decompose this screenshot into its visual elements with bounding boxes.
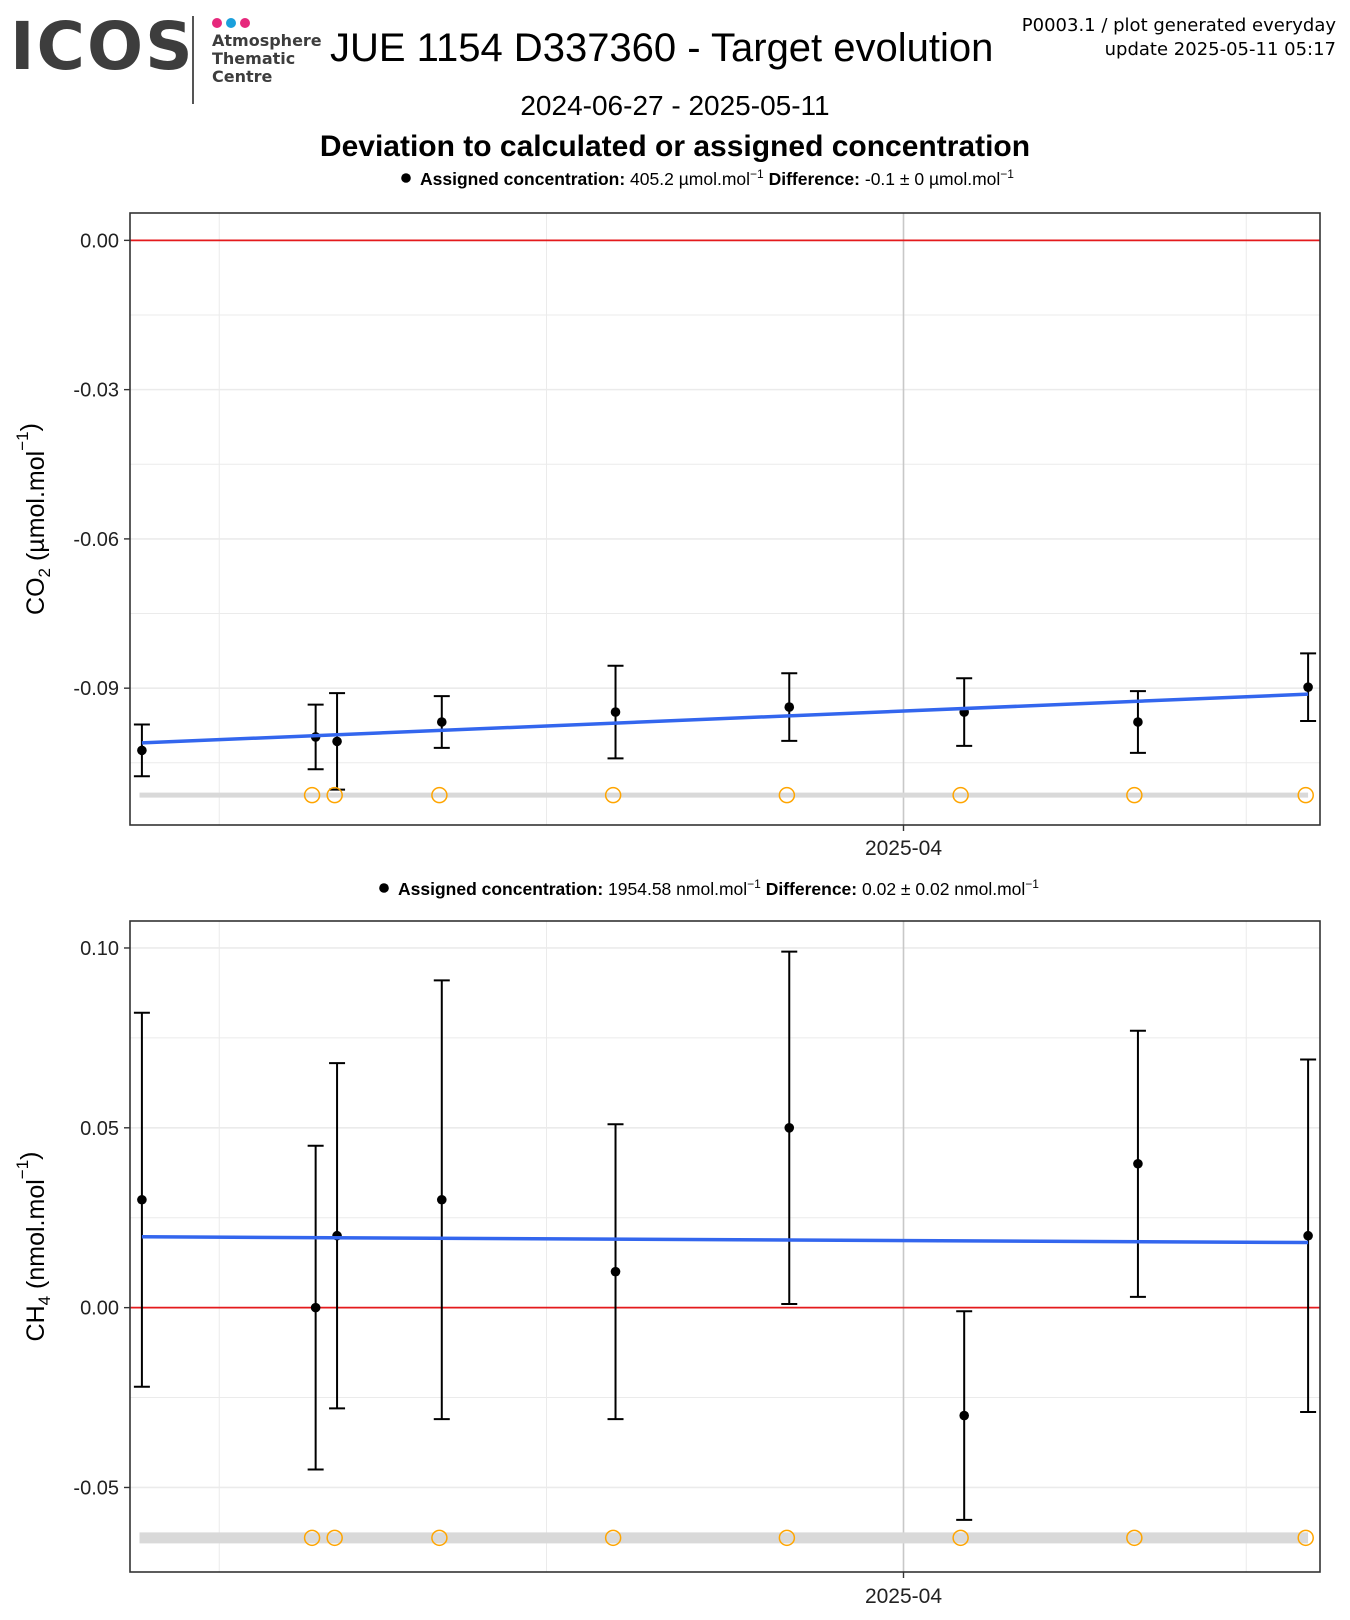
legend-text-part: -0.1 ± 0 µmol.mol: [860, 169, 1000, 189]
y-axis-label-part: (nmol.mol: [22, 1179, 50, 1296]
legend-text-part: 1954.58 nmol.mol: [603, 879, 747, 899]
y-tick-label: 0.05: [80, 1118, 119, 1140]
open-circle-marker: [431, 1529, 448, 1547]
data-point: [332, 736, 342, 747]
data-point: [1133, 717, 1143, 727]
data-point: [610, 1266, 621, 1277]
trend-line: [141, 692, 1309, 745]
legend-text: Assigned concentration: 1954.58 nmol.mol…: [398, 877, 1039, 899]
logo-sub-line-2: Thematic: [212, 49, 296, 68]
panel-border: [129, 920, 1321, 1573]
plot-meta: P0003.1 / plot generated everyday update…: [1022, 14, 1336, 62]
y-tick-label: 0.00: [80, 1298, 119, 1320]
icos-logo: ICOS: [10, 8, 195, 85]
meta-generated: P0003.1 / plot generated everyday: [1021, 15, 1336, 36]
open-circle-marker: [1126, 1529, 1143, 1547]
open-circle-marker: [604, 786, 622, 804]
data-point: [959, 1410, 969, 1421]
legend-text: Assigned concentration: 405.2 µmol.mol−1…: [420, 167, 1014, 189]
logo-divider: [192, 16, 194, 104]
y-tick-label: 0.00: [80, 230, 119, 252]
data-point: [1303, 682, 1313, 692]
legend-point-icon: [379, 883, 389, 893]
y-tick-label: -0.05: [73, 1477, 119, 1499]
date-range: 2024-06-27 - 2025-05-11: [520, 90, 830, 121]
open-circle-marker: [778, 1529, 796, 1547]
data-point: [784, 1123, 795, 1133]
y-axis-label-part: ): [16, 423, 44, 431]
open-circle-marker: [326, 1529, 343, 1547]
y-axis-label-part: (µmol.mol: [22, 451, 50, 568]
legend-text-part: −1: [1000, 167, 1014, 181]
y-axis-label-part: −1: [13, 431, 32, 450]
open-circle-marker: [431, 786, 448, 804]
data-point: [137, 1194, 147, 1205]
y-axis-label-part: 2: [35, 568, 54, 577]
y-tick-label: 0.10: [80, 938, 119, 960]
y-tick-label: -0.09: [73, 678, 119, 700]
logo-dots: [212, 15, 254, 33]
logo-subtitle: Atmosphere Thematic Centre: [212, 32, 322, 86]
y-tick-label: -0.03: [73, 380, 119, 402]
y-axis-label: CH4 (nmol.mol−1): [13, 1152, 54, 1342]
logo-dot-3: [240, 18, 250, 28]
open-circle-marker: [952, 786, 969, 804]
open-circle-marker: [778, 786, 796, 804]
legend-point-icon: [401, 173, 411, 183]
open-circle-marker: [303, 786, 321, 804]
legend-text-part: Assigned concentration:: [398, 879, 603, 899]
data-point: [436, 717, 447, 727]
legend-text-part: Assigned concentration:: [420, 169, 625, 189]
logo-dot-1: [212, 18, 222, 28]
legend-text-part: 0.02 ± 0.02 nmol.mol: [857, 879, 1025, 899]
x-tick-label: 2025-04: [865, 1585, 942, 1608]
data-point: [436, 1194, 447, 1205]
legend-text-part: Difference:: [764, 169, 860, 189]
data-point: [137, 745, 147, 756]
legend-text-part: Difference:: [761, 879, 857, 899]
open-circle-marker: [303, 1529, 321, 1547]
data-point: [310, 1302, 321, 1313]
logo-sub-line-1: Atmosphere: [212, 31, 322, 50]
open-circle-marker: [604, 1529, 622, 1547]
open-circle-marker: [1297, 786, 1314, 804]
y-axis-label-part: −1: [13, 1160, 32, 1179]
y-axis-label-part: CO: [22, 577, 50, 615]
y-tick-label: -0.06: [73, 529, 119, 551]
legend-text-part: −1: [750, 167, 764, 181]
logo-sub-line-3: Centre: [212, 67, 273, 86]
open-circle-marker: [1126, 786, 1143, 804]
legend-text-part: −1: [1025, 877, 1039, 891]
y-axis-label-part: CH: [22, 1305, 50, 1341]
chart-subtitle: Deviation to calculated or assigned conc…: [319, 130, 1031, 163]
open-circle-marker: [326, 786, 343, 804]
legend-text-part: −1: [747, 877, 761, 891]
logo-dot-2: [226, 18, 236, 28]
x-tick-label: 2025-04: [865, 837, 942, 860]
open-circle-marker: [1297, 1529, 1314, 1547]
meta-update: update 2025-05-11 05:17: [1104, 39, 1336, 60]
data-point: [610, 707, 621, 717]
page-title: JUE 1154 D337360 - Target evolution: [330, 26, 994, 70]
legend-text-part: 405.2 µmol.mol: [625, 169, 750, 189]
data-point: [1133, 1158, 1143, 1169]
data-point: [1303, 1230, 1313, 1241]
y-axis-label-part: 4: [35, 1296, 54, 1305]
y-axis-label: CO2 (µmol.mol−1): [13, 423, 54, 615]
data-point: [784, 702, 795, 712]
trend-line: [141, 1235, 1309, 1245]
y-axis-label-part: ): [16, 1152, 44, 1160]
open-circle-marker: [952, 1529, 969, 1547]
panel-border: [129, 212, 1321, 826]
